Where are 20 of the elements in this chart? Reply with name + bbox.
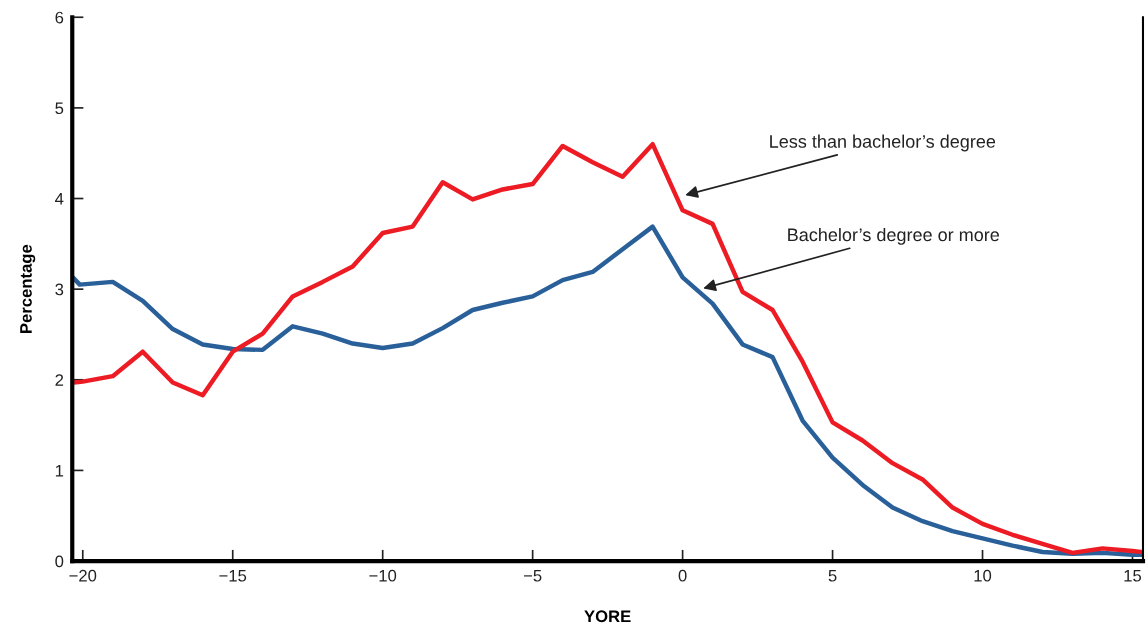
y-tick-label: 5 xyxy=(55,102,64,115)
y-tick-label: 2 xyxy=(55,374,64,386)
line-series xyxy=(72,224,1143,557)
y-tick-label: 1 xyxy=(55,464,64,477)
annotation: Bachelor’s degree or more xyxy=(788,227,1000,245)
x-tick-label: 10 xyxy=(974,569,992,582)
x-tick-label: −10 xyxy=(369,569,397,582)
x-tick-label: 5 xyxy=(828,569,837,582)
x-tick-label: −20 xyxy=(69,569,97,582)
x-tick-label: 15 xyxy=(1124,569,1142,582)
x-tick-label: 0 xyxy=(678,569,687,582)
annotation: Less than bachelor’s degree xyxy=(770,134,996,152)
y-axis-title: Percentage xyxy=(20,244,36,333)
y-tick-label: 0 xyxy=(55,555,64,568)
x-tick-label: −15 xyxy=(219,569,247,582)
x-tick-label: −5 xyxy=(523,569,542,582)
y-tick-label: 3 xyxy=(55,283,64,296)
x-axis-title: YORE xyxy=(584,610,631,623)
y-tick-label: 6 xyxy=(55,11,64,24)
y-tick-label: 4 xyxy=(55,193,64,205)
